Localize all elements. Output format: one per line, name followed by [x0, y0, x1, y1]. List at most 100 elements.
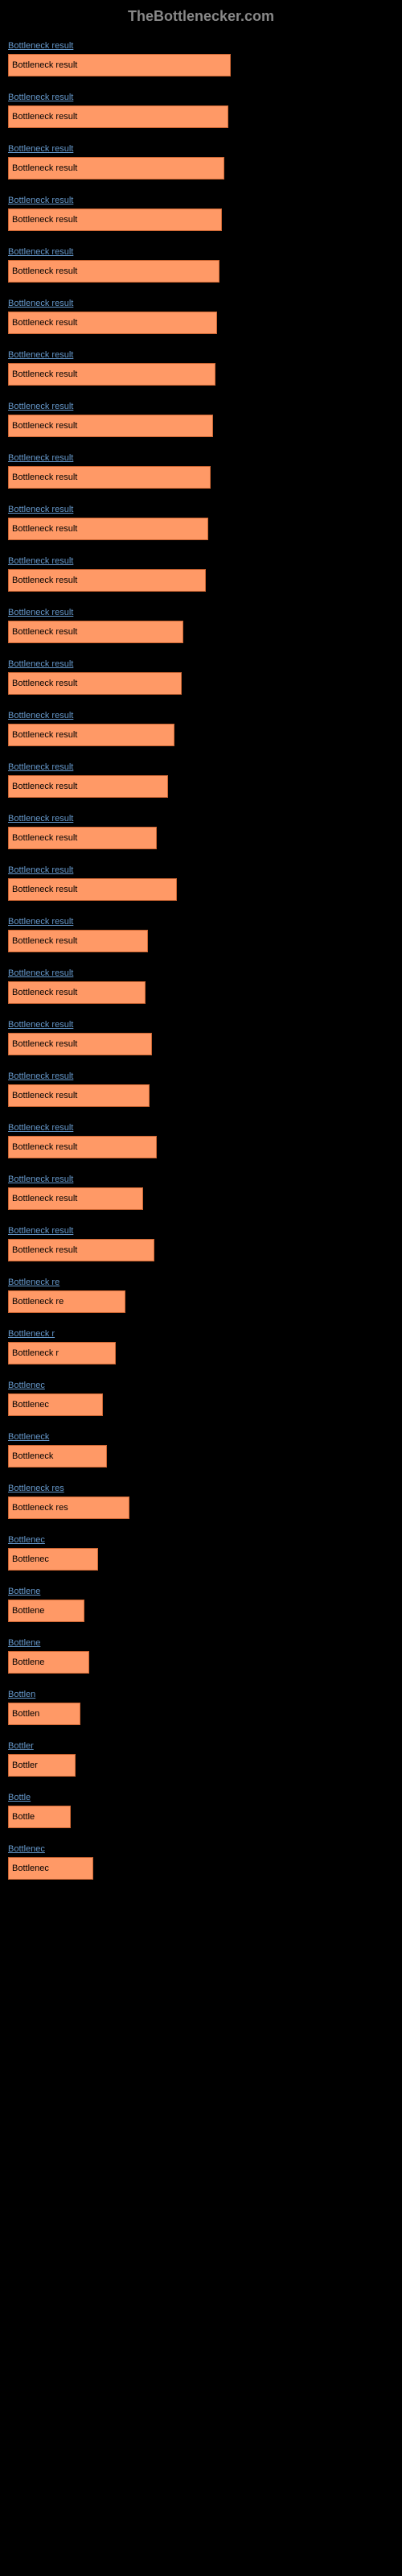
bar-wrapper: Bottleneck re [8, 1290, 394, 1313]
bar: Bottler [8, 1754, 76, 1777]
bar-link[interactable]: Bottleneck result [8, 711, 394, 720]
bar-row: Bottleneck resultBottleneck result [8, 659, 394, 695]
bar-wrapper: Bottleneck result [8, 724, 394, 746]
bar-wrapper: Bottlenec [8, 1393, 394, 1416]
bar-row: Bottleneck resultBottleneck result [8, 196, 394, 231]
bar-row: Bottleneck result Bottleneck result [8, 968, 394, 1004]
bar-label: Bottleneck result [9, 576, 77, 585]
bar: Bottleneck result [8, 54, 231, 76]
bar-link[interactable]: Bottleneck result [8, 814, 394, 824]
bar-label: Bottleneck result [9, 1245, 77, 1255]
bar: Bottlenec [8, 1548, 98, 1571]
bar-wrapper: Bottlen [8, 1703, 394, 1725]
bar-wrapper: Bottleneck result [8, 260, 394, 283]
bar-link[interactable]: Bottleneck res [8, 1484, 394, 1493]
bar-row: Bottleneck resultBottleneck result [8, 865, 394, 901]
bar-row: Bottlene Bottlene [8, 1587, 394, 1622]
bar-link[interactable]: Bottleneck result [8, 968, 394, 978]
bar: Bottle [8, 1806, 71, 1828]
bar-link[interactable]: Bottler [8, 1741, 394, 1751]
bar-link[interactable]: Bottleneck result [8, 608, 394, 617]
bar-link[interactable]: Bottleneck result [8, 1071, 394, 1081]
bar-wrapper: Bottlene [8, 1651, 394, 1674]
bar-link[interactable]: Bottleneck result [8, 144, 394, 154]
bar: Bottleneck result [8, 415, 213, 437]
bar-label: Bottlene [9, 1657, 44, 1667]
bar-row: Bottleneck result Bottleneck result [8, 917, 394, 952]
bar-link[interactable]: Bottle [8, 1793, 394, 1802]
bar-label: Bottleneck result [9, 1039, 77, 1049]
bar-wrapper: Bottleneck result [8, 621, 394, 643]
bar-link[interactable]: Bottleneck result [8, 1226, 394, 1236]
bar-label: Bottleneck [9, 1451, 53, 1461]
bar-link[interactable]: Bottlen [8, 1690, 394, 1699]
bar: Bottleneck result [8, 827, 157, 849]
bar-row: Bottleneck result Bottleneck result [8, 144, 394, 180]
bar-link[interactable]: Bottleneck result [8, 556, 394, 566]
bar-link[interactable]: Bottleneck result [8, 350, 394, 360]
bar-link[interactable]: Bottleneck result [8, 453, 394, 463]
bar: Bottleneck result [8, 260, 219, 283]
bar-label: Bottleneck result [9, 1194, 77, 1203]
bar-wrapper: Bottleneck result [8, 1033, 394, 1055]
bar: Bottlene [8, 1600, 84, 1622]
bar-link[interactable]: Bottleneck result [8, 762, 394, 772]
bar-link[interactable]: Bottlenec [8, 1844, 394, 1854]
bar: Bottleneck result [8, 1239, 154, 1261]
bar-row: Bottleneck result Bottleneck result [8, 762, 394, 798]
bar-row: Bottleneck resultBottleneck result [8, 1071, 394, 1107]
bar-label: Bottler [9, 1761, 38, 1770]
bar: Bottleneck result [8, 724, 174, 746]
bar-link[interactable]: Bottleneck result [8, 659, 394, 669]
bar-link[interactable]: Bottleneck result [8, 1020, 394, 1030]
bar-label: Bottleneck result [9, 266, 77, 276]
bar-link[interactable]: Bottleneck result [8, 917, 394, 927]
bar: Bottleneck result [8, 105, 228, 128]
bar-wrapper: Bottleneck result [8, 1187, 394, 1210]
bar-label: Bottleneck result [9, 163, 77, 173]
bar-label: Bottleneck result [9, 60, 77, 70]
bar-row: Bottleneck result Bottleneck result [8, 608, 394, 643]
bar-wrapper: Bottlene [8, 1600, 394, 1622]
bar-label: Bottleneck result [9, 1142, 77, 1152]
bar-row: Bottleneck result Bottleneck result [8, 1020, 394, 1055]
bar-label: Bottleneck result [9, 369, 77, 379]
bar-link[interactable]: Bottleneck result [8, 1174, 394, 1184]
bar-link[interactable]: Bottleneck r [8, 1329, 394, 1339]
bar-label: Bottleneck result [9, 730, 77, 740]
bar-link[interactable]: Bottleneck result [8, 196, 394, 205]
bar-link[interactable]: Bottleneck [8, 1432, 394, 1442]
bar-row: Bottlene Bottlene [8, 1638, 394, 1674]
bar-row: Bottleneck rBottleneck r [8, 1329, 394, 1364]
bar: Bottleneck result [8, 981, 146, 1004]
bar-link[interactable]: Bottleneck result [8, 1123, 394, 1133]
bar-wrapper: Bottleneck result [8, 415, 394, 437]
bar-link[interactable]: Bottleneck result [8, 41, 394, 51]
bar-label: Bottlen [9, 1709, 39, 1719]
bar-link[interactable]: Bottleneck result [8, 299, 394, 308]
bar-link[interactable]: Bottlene [8, 1638, 394, 1648]
bar-link[interactable]: Bottleneck result [8, 93, 394, 102]
bar-link[interactable]: Bottlenec [8, 1535, 394, 1545]
bar-row: Bottleneck result Bottleneck result [8, 247, 394, 283]
bar: Bottleneck result [8, 775, 168, 798]
bar-link[interactable]: Bottleneck result [8, 865, 394, 875]
bar-row: Bottlenec Bottlenec [8, 1381, 394, 1416]
bar-row: Bottleneck resultBottleneck result [8, 299, 394, 334]
bar-row: Bottleneck re Bottleneck re [8, 1278, 394, 1313]
bar-link[interactable]: Bottlene [8, 1587, 394, 1596]
bar-label: Bottlenec [9, 1554, 49, 1564]
bar-row: Bottleneck result Bottleneck result [8, 814, 394, 849]
bar-label: Bottleneck result [9, 936, 77, 946]
bar-link[interactable]: Bottleneck result [8, 505, 394, 514]
bar-link[interactable]: Bottleneck result [8, 402, 394, 411]
bar-row: Bottler Bottler [8, 1741, 394, 1777]
bar: Bottleneck [8, 1445, 107, 1468]
bar-wrapper: Bottleneck result [8, 1239, 394, 1261]
bar: Bottleneck result [8, 621, 183, 643]
bar-link[interactable]: Bottleneck re [8, 1278, 394, 1287]
bar-link[interactable]: Bottlenec [8, 1381, 394, 1390]
bar-label: Bottlene [9, 1606, 44, 1616]
bar: Bottlene [8, 1651, 89, 1674]
bar-link[interactable]: Bottleneck result [8, 247, 394, 257]
